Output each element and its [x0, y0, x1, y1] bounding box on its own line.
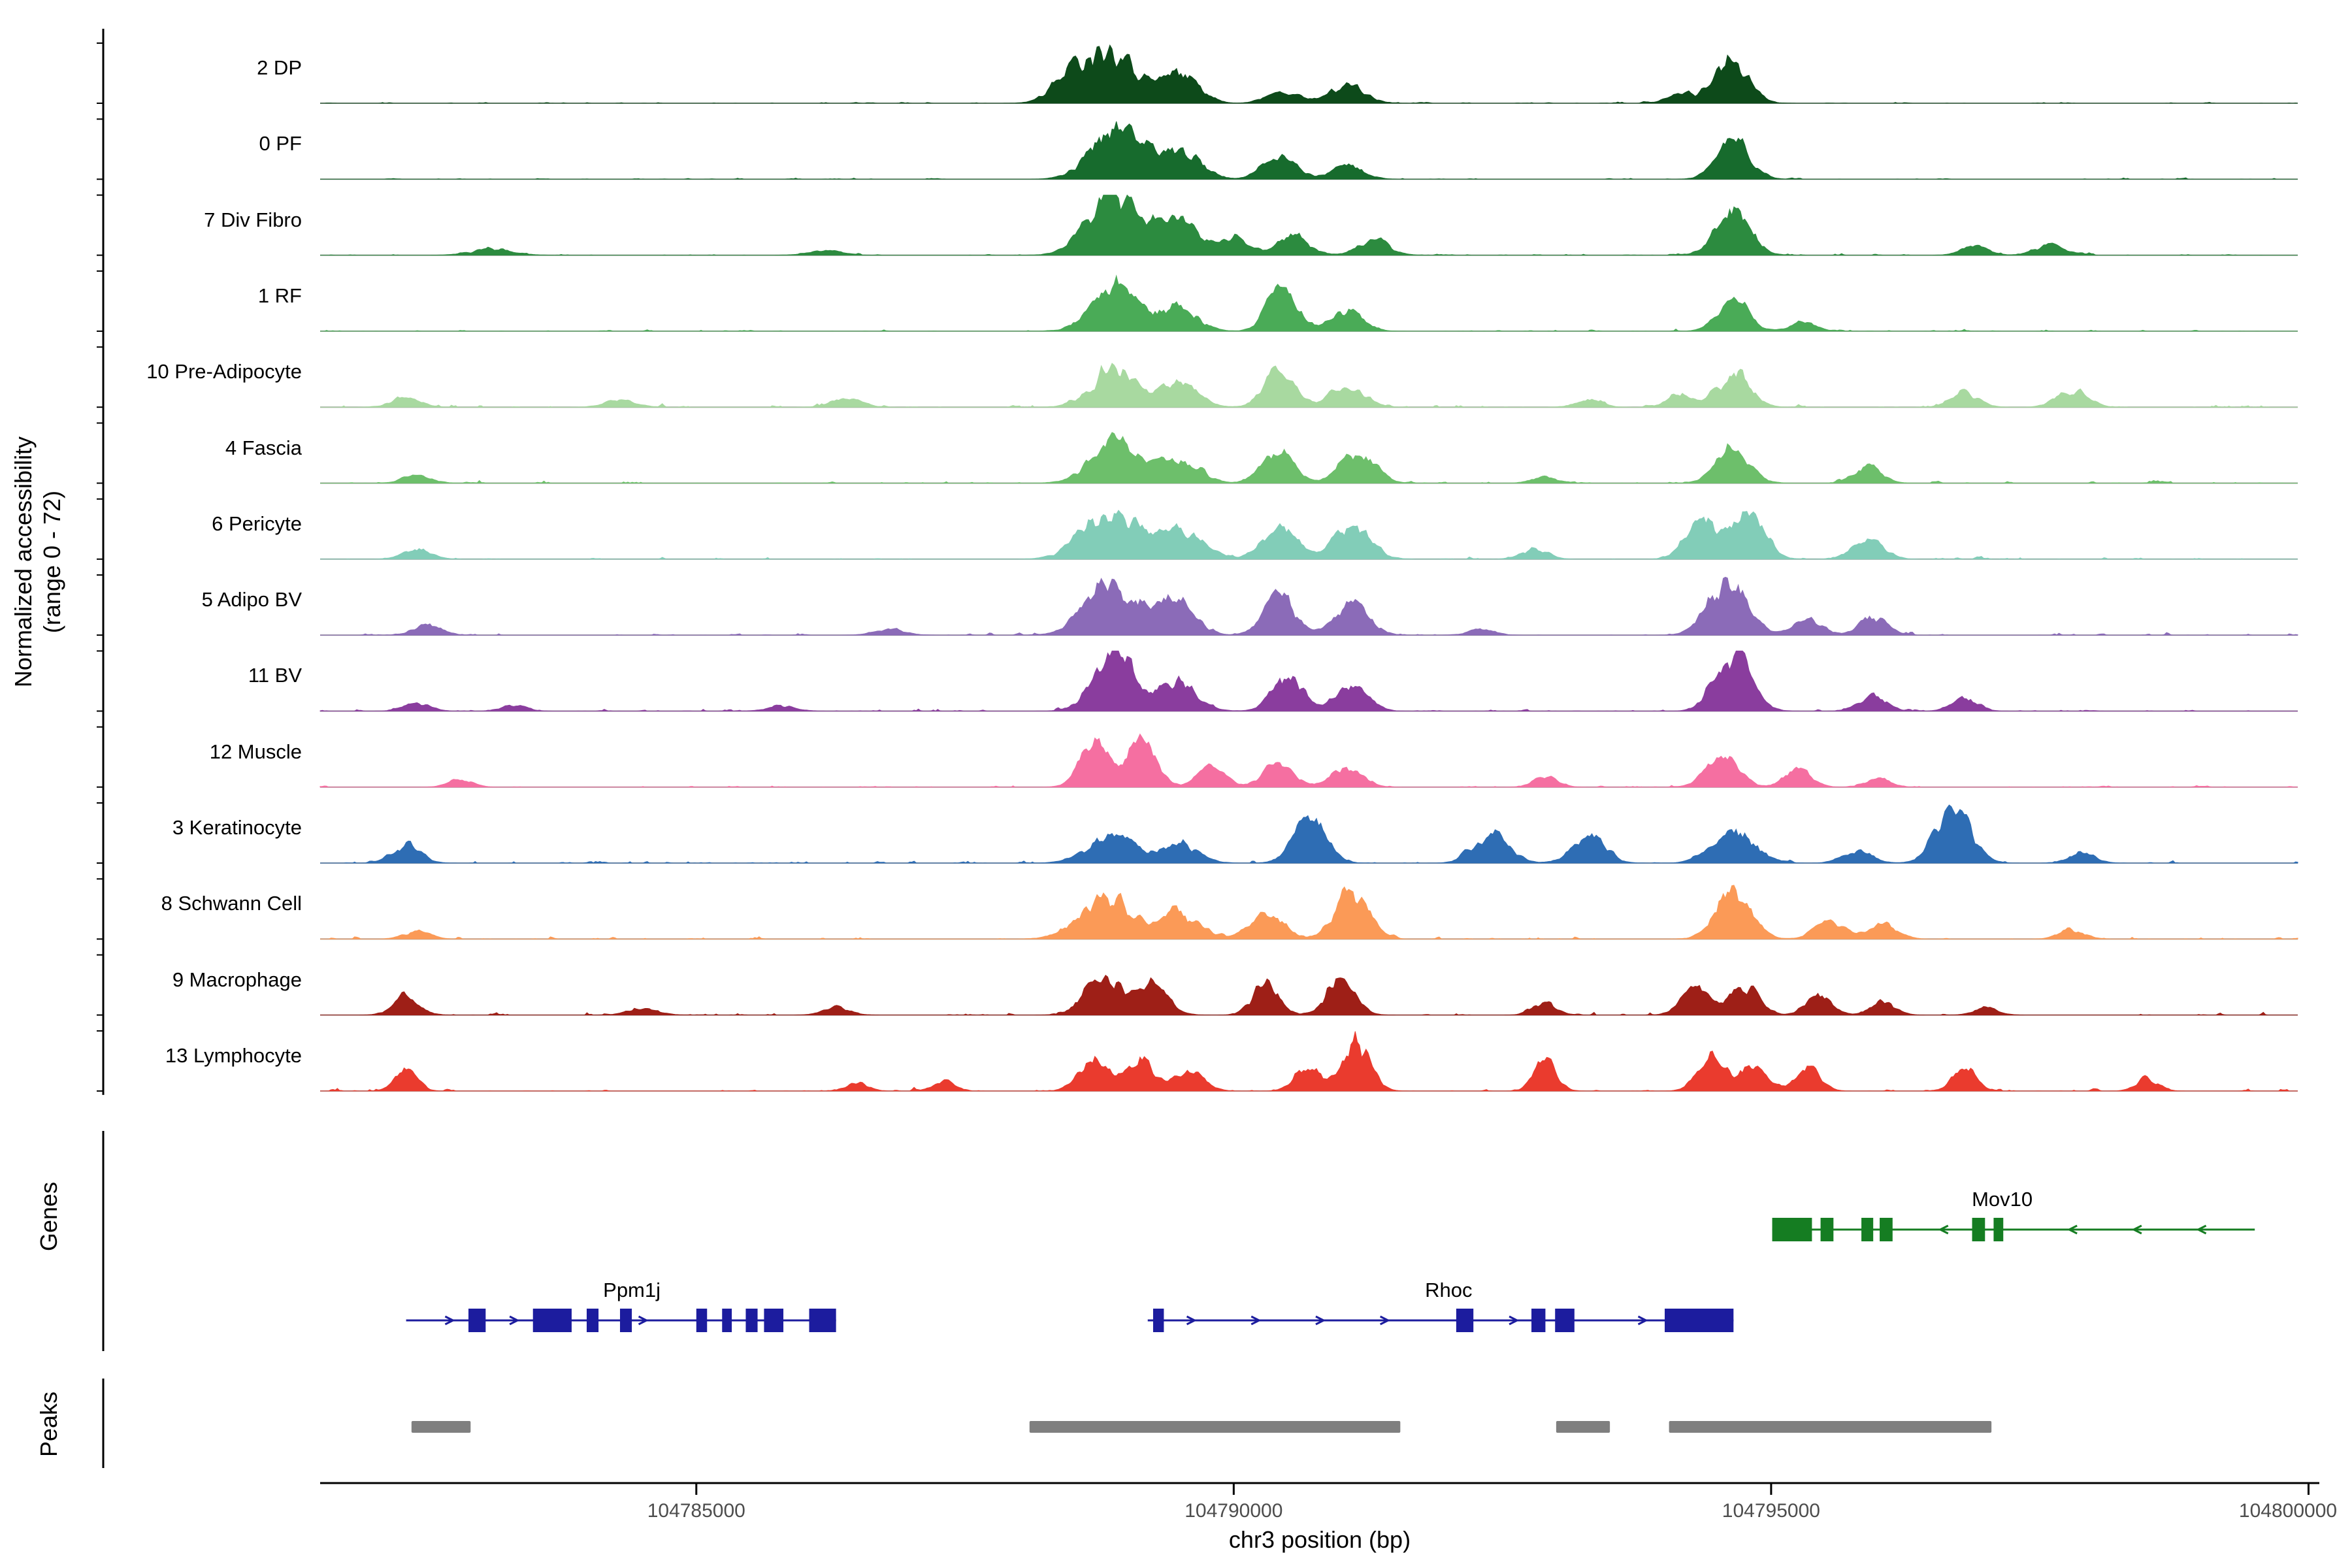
x-axis-title: chr3 position (bp)	[1228, 1526, 1411, 1553]
strand-arrow-icon	[1509, 1315, 1520, 1326]
x-tick-label: 104800000	[2238, 1500, 2338, 1522]
y-axis-label-line2: (range 0 - 72)	[39, 490, 65, 634]
track-label: 0 PF	[259, 132, 302, 155]
accessibility-signal-polygon	[320, 974, 2298, 1016]
exon-rect	[722, 1309, 732, 1332]
strand-arrow-icon	[2066, 1224, 2078, 1235]
exon-rect	[1555, 1309, 1575, 1332]
strand-arrow-icon	[1315, 1315, 1326, 1326]
peak-bar	[1029, 1421, 1401, 1433]
track-label: 3 Keratinocyte	[172, 816, 302, 839]
x-tick-label: 104795000	[1722, 1500, 1820, 1522]
exon-rect	[586, 1309, 599, 1332]
accessibility-signal-polygon	[320, 274, 2298, 332]
strand-arrow-icon	[1379, 1315, 1391, 1326]
exon-rect	[1665, 1309, 1734, 1332]
gene-label: Ppm1j	[603, 1279, 661, 1301]
exon-rect	[1820, 1218, 1834, 1241]
genes-section-label: Genes	[35, 1181, 62, 1252]
peaks-section-label: Peaks	[35, 1391, 62, 1458]
accessibility-signal-polygon	[320, 510, 2298, 560]
track-label: 10 Pre-Adipocyte	[146, 360, 302, 384]
strand-arrow-icon	[1250, 1315, 1262, 1326]
x-tick-label: 104785000	[647, 1500, 745, 1522]
accessibility-signal-polygon	[320, 804, 2298, 864]
exon-rect	[809, 1309, 836, 1332]
strand-arrow-icon	[1186, 1315, 1197, 1326]
track-label: 8 Schwann Cell	[161, 892, 302, 915]
exon-rect	[1861, 1218, 1874, 1241]
exon-rect	[1972, 1218, 1985, 1241]
track-label: 1 RF	[257, 284, 302, 307]
exon-rect	[696, 1309, 708, 1332]
accessibility-signal-polygon	[320, 363, 2298, 408]
accessibility-signal-polygon	[320, 194, 2298, 256]
accessibility-signal-polygon	[320, 44, 2298, 104]
accessibility-signal-polygon	[319, 650, 2298, 711]
exon-rect	[1993, 1218, 2004, 1241]
accessibility-signal-polygon	[320, 576, 2298, 636]
accessibility-signal-polygon	[320, 432, 2298, 484]
peak-bar	[1556, 1421, 1610, 1433]
track-label: 6 Pericyte	[212, 512, 302, 535]
strand-arrow-icon	[1938, 1224, 1949, 1235]
strand-arrow-icon	[444, 1315, 455, 1326]
strand-arrow-icon	[2131, 1224, 2142, 1235]
exon-rect	[745, 1309, 758, 1332]
track-label: 13 Lymphocyte	[165, 1043, 302, 1067]
accessibility-signal-polygon	[320, 121, 2298, 180]
track-label: 4 Fascia	[225, 436, 302, 459]
track-label: 5 Adipo BV	[201, 588, 302, 612]
accessibility-signal-polygon	[319, 733, 2298, 788]
track-label: 12 Muscle	[209, 740, 302, 763]
accessibility-signal-polygon	[320, 885, 2298, 939]
strand-arrow-icon	[1637, 1315, 1648, 1326]
exon-rect	[532, 1309, 572, 1332]
strand-arrow-icon	[509, 1315, 520, 1326]
track-label: 7 Div Fibro	[204, 208, 302, 231]
exon-rect	[1152, 1309, 1164, 1332]
exon-rect	[1772, 1218, 1812, 1241]
gene-label: Mov10	[1972, 1188, 2033, 1211]
exon-rect	[1456, 1309, 1474, 1332]
track-label: 9 Macrophage	[172, 968, 302, 991]
y-axis-label-line1: Normalized accessibility	[10, 436, 37, 688]
exon-rect	[619, 1309, 632, 1332]
exon-rect	[1880, 1218, 1893, 1241]
peak-bar	[411, 1421, 471, 1433]
strand-arrow-icon	[638, 1315, 649, 1326]
accessibility-signal-polygon	[320, 1031, 2298, 1092]
exon-rect	[1531, 1309, 1546, 1332]
track-label: 11 BV	[248, 664, 302, 687]
y-axis-label: Normalized accessibility (range 0 - 72)	[9, 436, 67, 687]
gene-label: Rhoc	[1425, 1279, 1473, 1301]
x-tick-label: 104790000	[1184, 1500, 1283, 1522]
exon-rect	[764, 1309, 784, 1332]
track-label: 2 DP	[257, 56, 302, 79]
strand-arrow-icon	[2196, 1224, 2207, 1235]
peak-bar	[1669, 1421, 1992, 1433]
exon-rect	[468, 1309, 486, 1332]
